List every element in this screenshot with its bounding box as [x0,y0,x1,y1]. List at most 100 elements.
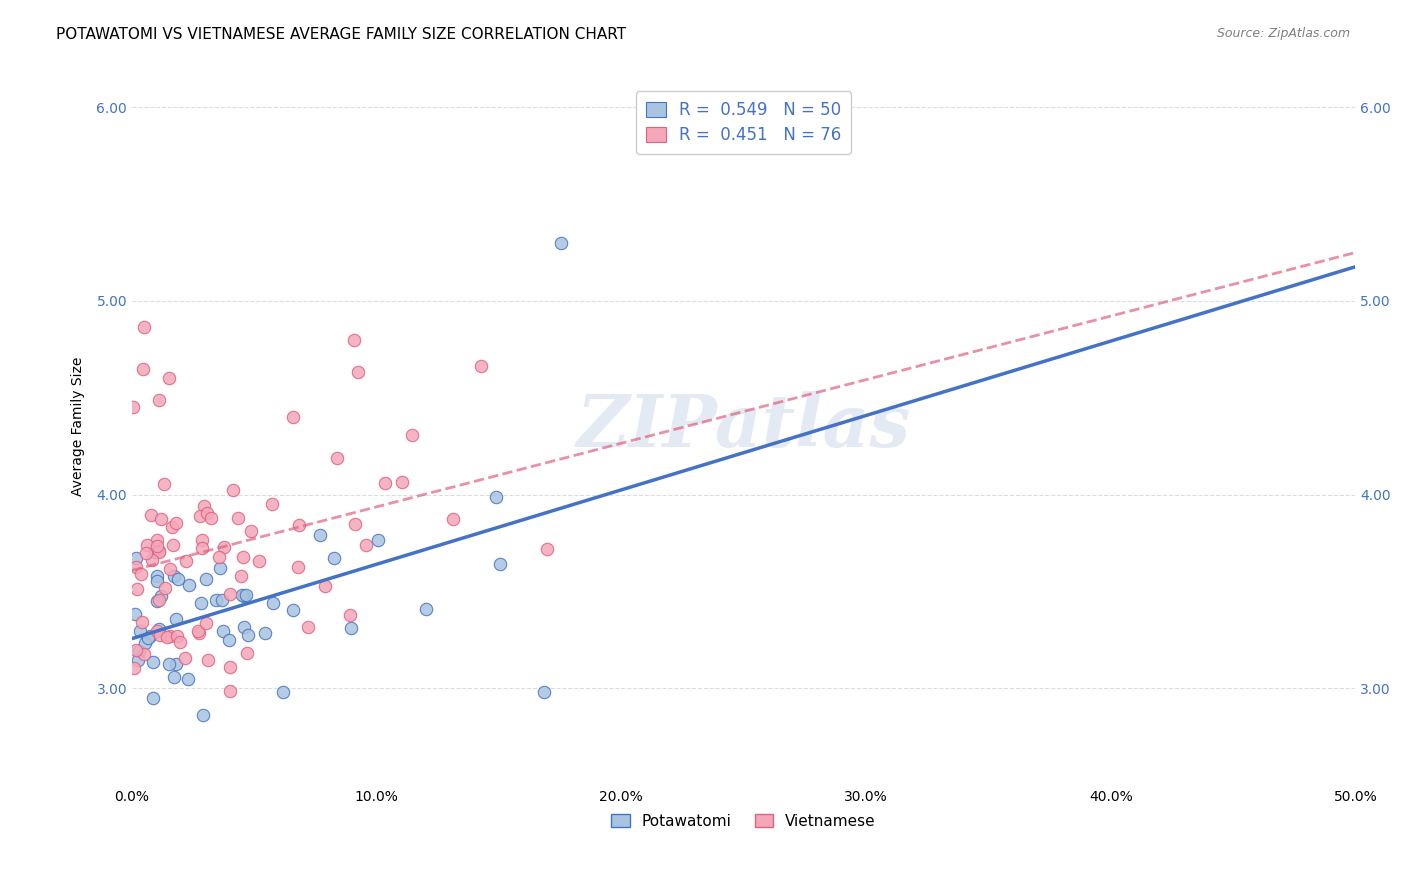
Point [346,365,368,379]
Point [339,621,361,635]
Point [145,569,167,583]
Point [209,560,232,574]
Point [136,538,159,552]
Point [470,359,492,373]
Text: Source: ZipAtlas.com: Source: ZipAtlas.com [1216,27,1350,40]
Point [135,545,157,559]
Point [314,579,336,593]
Point [187,624,209,639]
Point [533,684,555,698]
Point [343,517,366,532]
Point [188,626,211,640]
Point [148,392,170,407]
Point [287,559,309,574]
Point [326,450,349,465]
Point [139,508,162,522]
Point [212,624,235,638]
Point [236,628,259,642]
Point [219,660,242,674]
Point [121,401,143,415]
Point [132,320,155,334]
Point [124,607,146,621]
Point [281,603,304,617]
Point [145,533,167,548]
Point [232,549,254,564]
Point [124,560,146,574]
Point [179,578,201,592]
Point [162,538,184,552]
Point [339,607,361,622]
Point [132,361,155,376]
Point [233,589,256,603]
Point [142,655,165,669]
Point [200,511,222,525]
Point [146,624,169,638]
Point [150,589,173,603]
Point [489,557,512,571]
Point [218,633,240,648]
Point [122,661,145,675]
Point [367,533,389,547]
Point [222,483,245,497]
Point [176,553,198,567]
Point [236,646,259,660]
Point [173,650,195,665]
Point [162,520,184,534]
Point [146,594,169,608]
Point [232,620,254,634]
Point [153,581,176,595]
Point [145,574,167,589]
Point [191,533,214,547]
Point [204,592,226,607]
Point [125,643,148,657]
Point [141,552,163,566]
Point [485,490,508,504]
Point [212,540,235,554]
Point [163,569,186,583]
Point [134,635,156,649]
Point [219,587,242,601]
Point [139,629,162,643]
Point [235,588,257,602]
Point [195,506,218,520]
Point [441,512,464,526]
Point [309,527,332,541]
Point [157,657,180,671]
Legend: Potawatomi, Vietnamese: Potawatomi, Vietnamese [606,807,882,835]
Text: POTAWATOMI VS VIETNAMESE AVERAGE FAMILY SIZE CORRELATION CHART: POTAWATOMI VS VIETNAMESE AVERAGE FAMILY … [56,27,626,42]
Point [129,567,152,582]
Point [536,541,558,556]
Point [226,511,249,525]
Point [166,572,188,586]
Point [297,620,319,634]
Point [148,623,170,637]
Point [374,475,396,490]
Point [231,588,253,602]
Point [125,550,148,565]
Point [208,549,231,564]
Point [283,410,305,425]
Point [153,477,176,491]
Point [239,524,262,538]
Point [342,333,364,347]
Point [391,475,413,489]
Point [142,691,165,706]
Point [146,540,169,554]
Point [149,627,172,641]
Point [129,624,152,638]
Point [191,541,214,555]
Point [165,657,187,671]
Point [134,647,156,661]
Point [127,653,149,667]
Point [194,616,217,631]
Point [253,626,276,640]
Point [163,670,186,684]
Point [262,497,284,511]
Point [148,544,170,558]
Point [159,630,181,644]
Point [401,428,423,442]
Point [219,683,242,698]
Point [165,516,187,531]
Point [166,629,188,643]
Point [229,569,252,583]
